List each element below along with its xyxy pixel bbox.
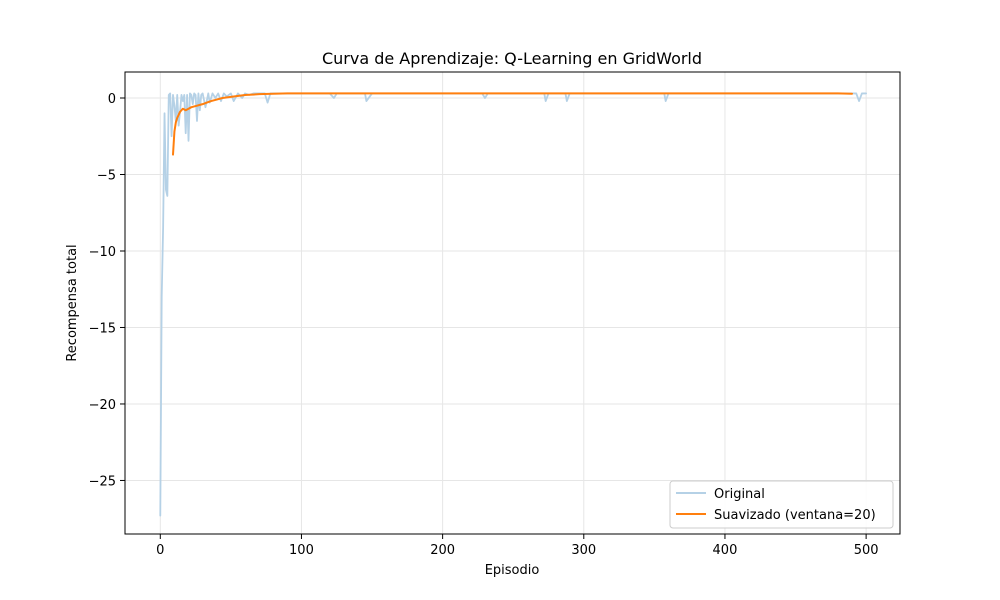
y-tick-label: −15 bbox=[89, 321, 116, 336]
grid-lines bbox=[125, 72, 900, 534]
y-axis-label: Recompensa total bbox=[65, 244, 80, 361]
x-tick-label: 500 bbox=[854, 543, 879, 558]
x-axis: 0 100 200 300 400 500 bbox=[156, 534, 879, 558]
y-axis: 0 −5 −10 −15 −20 −25 bbox=[89, 92, 125, 489]
y-tick-label: 0 bbox=[108, 92, 116, 107]
series-layer bbox=[159, 92, 868, 517]
y-tick-label: −20 bbox=[89, 398, 116, 413]
plot-frame bbox=[124, 71, 901, 535]
legend-label-smoothed: Suavizado (ventana=20) bbox=[714, 508, 876, 523]
x-tick-label: 300 bbox=[571, 543, 596, 558]
x-tick-label: 200 bbox=[430, 543, 455, 558]
legend-label-original: Original bbox=[714, 487, 765, 502]
y-tick-label: −10 bbox=[89, 245, 116, 260]
legend: Original Suavizado (ventana=20) bbox=[669, 480, 894, 529]
x-tick-label: 100 bbox=[289, 543, 314, 558]
y-tick-label: −5 bbox=[97, 168, 116, 183]
x-axis-label: Episodio bbox=[485, 563, 540, 578]
y-tick-label: −25 bbox=[89, 474, 116, 489]
series-line-smoothed bbox=[172, 92, 853, 156]
chart-title: Curva de Aprendizaje: Q-Learning en Grid… bbox=[322, 49, 702, 68]
x-tick-label: 400 bbox=[713, 543, 738, 558]
x-tick-label: 0 bbox=[156, 543, 164, 558]
legend-box bbox=[669, 480, 894, 529]
